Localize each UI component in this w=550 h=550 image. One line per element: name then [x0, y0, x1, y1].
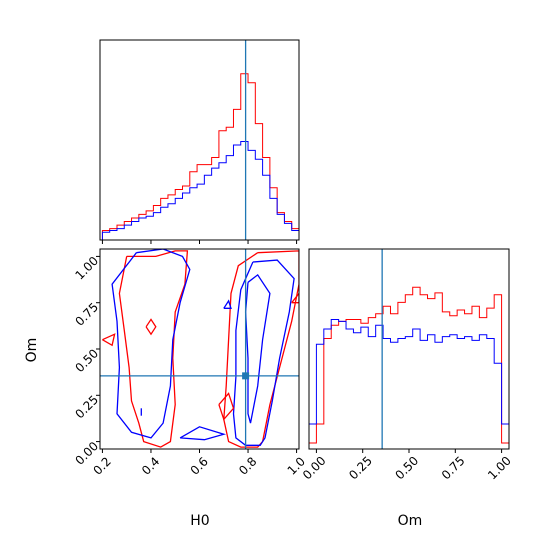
om-x-tick-label-1: 0.25	[346, 454, 375, 483]
joint-y-tick-label-3: 0.75	[72, 300, 101, 329]
om-x-tick-label-0: 0.00	[300, 454, 329, 483]
joint-truth-marker	[242, 372, 250, 380]
x-axis-label-h0: H0	[190, 513, 209, 529]
x-axis-label-om: Om	[398, 513, 423, 529]
joint-contour-7	[102, 333, 116, 347]
h0-hist-frame	[99, 39, 300, 241]
joint-x-tick-label-3: 0.8	[236, 454, 259, 477]
y-axis-label-om: Om	[24, 338, 40, 363]
h0-hist-series-1	[101, 140, 300, 240]
joint-contour-5	[179, 426, 227, 441]
joint-contour-4	[111, 249, 191, 439]
om-hist-frame	[308, 248, 510, 450]
joint-contour-2	[244, 273, 271, 424]
joint-contour-11	[291, 292, 299, 304]
joint-y-tick-label-1: 0.25	[72, 393, 101, 422]
om-x-tick-label-2: 0.50	[393, 454, 422, 483]
joint-contour-8	[145, 318, 157, 336]
om-hist-series-1	[309, 319, 509, 425]
joint-contour-panel: 0.2 0.4 0.6 0.8 1.00.000.250.500.751.00	[72, 248, 308, 478]
om-x-tick-label-4: 1.00	[485, 454, 514, 483]
joint-contour-3	[118, 250, 189, 448]
h0-hist-series-0	[101, 73, 300, 240]
joint-contours-group	[102, 249, 299, 448]
om-histogram-panel: 0.00 0.25 0.50 0.75 1.00	[300, 248, 514, 483]
h0-histogram-panel	[99, 39, 300, 244]
joint-x-tick-label-0: 0.2	[90, 454, 113, 477]
om-hist-series-0	[309, 286, 509, 444]
joint-y-tick-label-4: 1.00	[72, 254, 101, 283]
joint-contour-1	[232, 259, 295, 446]
joint-x-tick-label-1: 0.4	[139, 454, 162, 477]
joint-contour-9	[223, 299, 232, 309]
om-x-tick-label-3: 0.75	[439, 454, 468, 483]
joint-x-tick-label-2: 0.6	[188, 454, 211, 477]
joint-contour-6	[218, 392, 235, 421]
joint-y-tick-label-2: 0.50	[72, 346, 101, 375]
